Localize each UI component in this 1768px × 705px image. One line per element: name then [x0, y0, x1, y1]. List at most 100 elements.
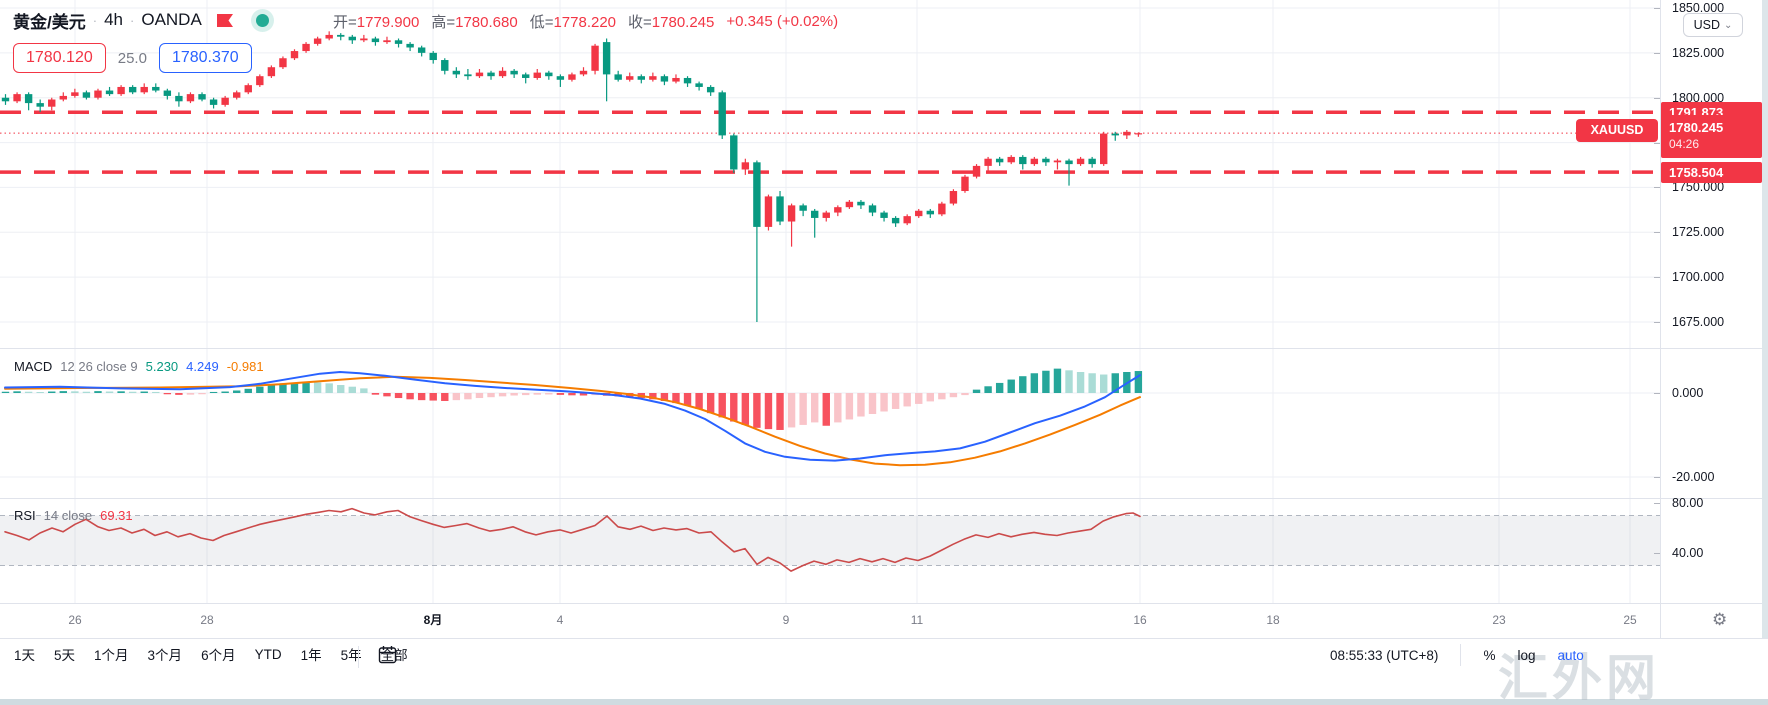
- right-edge-strip: [1762, 0, 1768, 638]
- percent-scale-button[interactable]: %: [1483, 647, 1496, 663]
- candle: [984, 158, 992, 166]
- range-button-YTD[interactable]: YTD: [254, 646, 282, 662]
- candle: [695, 83, 703, 87]
- bid-button[interactable]: 1780.120: [13, 43, 106, 73]
- rsi-value: 69.31: [100, 508, 133, 523]
- candle: [394, 40, 403, 44]
- candle: [24, 94, 33, 104]
- candle: [1123, 131, 1131, 136]
- candle: [868, 205, 877, 213]
- candle: [672, 77, 680, 82]
- axis-tick: [1654, 232, 1660, 234]
- ask-button[interactable]: 1780.370: [158, 43, 252, 73]
- macd-line-value: 4.249: [186, 359, 219, 374]
- toolbar-divider: [1460, 644, 1462, 666]
- candle: [464, 74, 472, 77]
- auto-scale-button[interactable]: auto: [1557, 647, 1584, 663]
- range-button-全部[interactable]: 全部: [380, 648, 408, 663]
- range-button-5年[interactable]: 5年: [340, 648, 362, 663]
- time-tick-label: 16: [1133, 613, 1147, 627]
- price-tick-label: 1800.000: [1672, 90, 1725, 105]
- axis-tick: [1654, 503, 1660, 504]
- axis-tick: [1654, 8, 1660, 9]
- range-button-3个月[interactable]: 3个月: [147, 648, 183, 663]
- candle: [1134, 133, 1143, 135]
- candle: [822, 212, 830, 218]
- range-button-5天[interactable]: 5天: [54, 648, 76, 663]
- candle: [811, 210, 819, 218]
- range-button-1个月[interactable]: 1个月: [94, 648, 129, 663]
- low-label: 低=: [529, 13, 554, 31]
- time-tick-label: 28: [200, 613, 214, 627]
- candle: [545, 72, 553, 77]
- exchange-label[interactable]: OANDA: [141, 10, 202, 29]
- candle: [198, 94, 206, 100]
- range-toolbar: 1天 5天 1个月 3个月 6个月 YTD 1年 5年 全部: [14, 644, 408, 664]
- axis-tick: [1654, 277, 1660, 279]
- macd-tick-label: 0.000: [1672, 386, 1704, 400]
- candle: [302, 43, 310, 52]
- interval-label[interactable]: 4h: [104, 10, 123, 29]
- candle: [510, 70, 518, 75]
- candle: [13, 94, 21, 102]
- settings-gear-icon[interactable]: ⚙: [1712, 610, 1728, 629]
- axis-tick: [1654, 52, 1660, 54]
- symbol-title[interactable]: 黄金/美元: [13, 12, 86, 32]
- range-button-1年[interactable]: 1年: [300, 648, 322, 663]
- symbol-badge: XAUUSD: [1576, 118, 1658, 142]
- candle: [741, 162, 750, 170]
- pane-separator-main-macd[interactable]: [0, 348, 1768, 349]
- price-tick-label: 1675.000: [1672, 315, 1725, 329]
- level-label-lower[interactable]: 1758.504: [1661, 161, 1762, 183]
- candle: [1088, 158, 1096, 165]
- range-button-1天[interactable]: 1天: [14, 648, 36, 663]
- time-tick-label: 18: [1266, 613, 1280, 627]
- candle: [915, 210, 923, 217]
- flag-icon[interactable]: [216, 13, 234, 28]
- currency-selector[interactable]: USD ⌄: [1683, 13, 1743, 37]
- candle: [48, 99, 56, 107]
- pane-separator-macd-rsi[interactable]: [0, 498, 1768, 499]
- bottom-edge-strip: [0, 699, 1768, 705]
- candle: [1100, 133, 1108, 165]
- candle: [602, 42, 611, 75]
- candle: [417, 47, 426, 53]
- candle: [533, 72, 541, 78]
- candle: [498, 70, 507, 77]
- close-label: 收=: [628, 13, 652, 31]
- candle: [845, 201, 854, 208]
- candle: [371, 38, 380, 43]
- candle: [1053, 160, 1062, 163]
- rsi-legend[interactable]: RSI 14 close 69.31: [14, 508, 133, 523]
- price-tick-label: 1825.000: [1672, 45, 1725, 60]
- candle: [1, 97, 10, 102]
- candle: [626, 76, 634, 80]
- go-to-date-icon[interactable]: [378, 645, 397, 669]
- macd-legend[interactable]: MACD 12 26 close 9 5.230 4.249 -0.981: [14, 359, 264, 374]
- candle: [764, 196, 773, 227]
- log-scale-button[interactable]: log: [1517, 647, 1536, 663]
- change-value: +0.345 (+0.02%): [726, 12, 839, 30]
- candle: [949, 191, 958, 204]
- candle: [776, 196, 784, 222]
- axis-tick: [1654, 477, 1660, 478]
- range-button-6个月[interactable]: 6个月: [201, 648, 236, 663]
- candle: [568, 74, 576, 80]
- price-tick-label: 1850.000: [1672, 1, 1725, 15]
- macd-hist-value: 5.230: [145, 359, 179, 374]
- candle: [36, 103, 44, 107]
- candle: [1065, 160, 1073, 165]
- bar-countdown: 04:26: [1669, 137, 1700, 151]
- candle: [614, 74, 622, 80]
- candle: [649, 76, 657, 80]
- candle: [279, 58, 287, 68]
- open-value: 1779.900: [356, 13, 420, 31]
- time-tick-label: 25: [1623, 613, 1637, 627]
- clock-display[interactable]: 08:55:33 (UTC+8): [1330, 647, 1439, 663]
- candle: [718, 92, 726, 136]
- candle: [753, 162, 761, 227]
- candle: [256, 76, 264, 86]
- candle: [579, 70, 588, 75]
